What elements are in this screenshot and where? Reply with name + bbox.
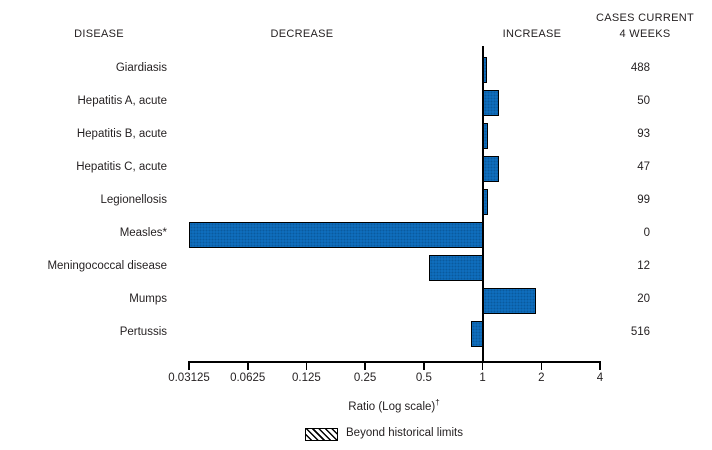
x-axis-tick	[364, 363, 366, 370]
disease-label: Legionellosis	[100, 194, 168, 206]
x-axis-title: Ratio (Log scale)†	[294, 398, 494, 413]
x-axis-tick-label: 0.0625	[230, 372, 266, 384]
cases-count: 20	[637, 293, 650, 305]
disease-label: Hepatitis B, acute	[76, 128, 167, 140]
x-axis-title-text: Ratio (Log scale)	[348, 400, 436, 413]
x-axis-tick	[481, 363, 484, 370]
ratio-bar	[189, 222, 483, 248]
x-axis-tick	[540, 363, 542, 370]
x-axis-tick-label: 0.125	[292, 372, 321, 384]
column-header-cases-line2: 4 WEEKS	[619, 28, 671, 40]
x-axis-tick-label: 4	[596, 372, 604, 384]
x-axis-tick	[423, 363, 425, 370]
disease-label: Hepatitis A, acute	[77, 95, 168, 107]
disease-label: Measles*	[119, 227, 167, 239]
disease-label: Meningococcal disease	[47, 260, 167, 272]
column-header-decrease: DECREASE	[270, 28, 334, 40]
cases-count: 516	[630, 326, 650, 338]
cases-count: 50	[637, 95, 650, 107]
x-axis-tick-label: 0.25	[353, 372, 377, 384]
x-axis-line	[188, 361, 601, 363]
ratio-bar	[482, 156, 499, 182]
cases-count: 99	[637, 194, 650, 206]
legend-hatch-swatch	[305, 428, 338, 441]
disease-label: Pertussis	[119, 326, 167, 338]
cases-count: 47	[637, 161, 650, 173]
x-axis-title-dagger: †	[435, 398, 440, 407]
ratio-bar	[482, 288, 537, 314]
x-axis-tick-label: 1	[479, 372, 486, 384]
ratio-bar	[428, 255, 483, 281]
column-header-increase: INCREASE	[502, 28, 562, 40]
x-axis-tick	[247, 363, 249, 370]
x-axis-tick-label: 0.03125	[168, 372, 210, 384]
column-header-disease: DISEASE	[74, 28, 124, 40]
ratio-bar	[482, 90, 500, 116]
legend-label: Beyond historical limits	[346, 427, 463, 439]
cases-count: 0	[643, 227, 650, 239]
x-axis-tick	[305, 363, 308, 370]
column-header-cases-line1: CASES CURRENT	[595, 12, 695, 24]
disease-label: Hepatitis C, acute	[76, 161, 167, 173]
x-axis-tick-label: 0.5	[415, 372, 432, 384]
x-axis-tick	[599, 363, 601, 370]
disease-label: Mumps	[129, 293, 167, 305]
cases-count: 12	[637, 260, 650, 272]
cases-count: 488	[630, 62, 650, 74]
cases-count: 93	[637, 128, 650, 140]
x-axis-tick-label: 2	[538, 372, 545, 384]
baseline-ratio-line	[481, 46, 484, 361]
x-axis-tick	[188, 363, 190, 370]
disease-label: Giardiasis	[115, 62, 167, 74]
